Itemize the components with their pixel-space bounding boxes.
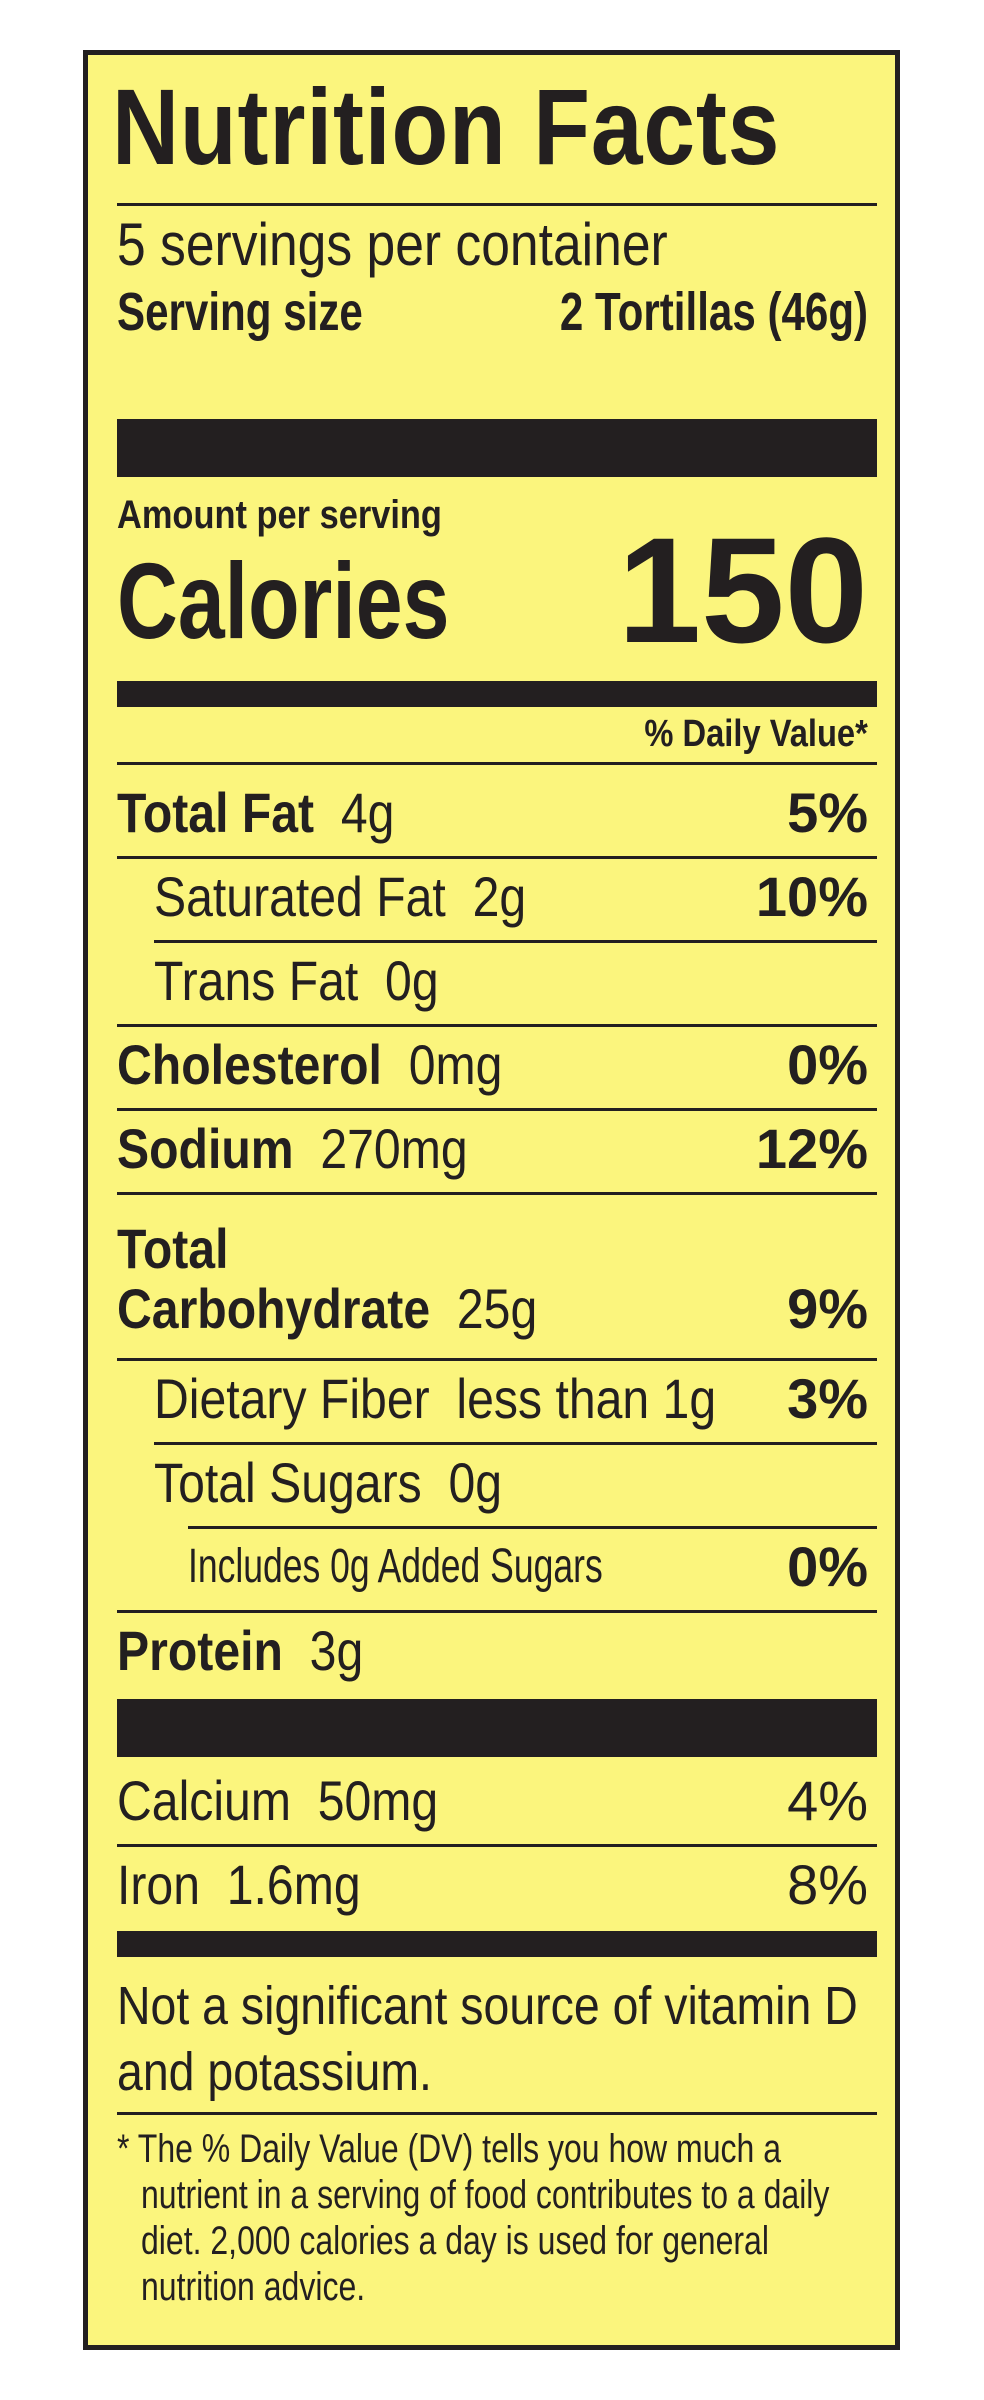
nutrient-row-added-sugars: Includes 0g Added Sugars: [188, 1540, 603, 1593]
dv-iron: 8%: [787, 1853, 868, 1916]
serving-size-label: Serving size: [117, 282, 363, 342]
amount-per-serving: Amount per serving: [117, 493, 442, 537]
dv-cholesterol: 0%: [787, 1033, 868, 1096]
dv-sodium: 12%: [755, 1117, 868, 1180]
footnote-line3: diet. 2,000 calories a day is used for g…: [141, 2219, 769, 2263]
footnote-line4: nutrition advice.: [141, 2265, 366, 2309]
divider: [117, 1024, 877, 1027]
dv-saturated-fat: 10%: [755, 865, 868, 928]
divider: [117, 1610, 877, 1613]
divider: [117, 1108, 877, 1111]
nutrient-row-cholesterol: Cholesterol 0mg: [117, 1033, 503, 1096]
footnote-line1: * The % Daily Value (DV) tells you how m…: [117, 2127, 781, 2171]
nutrient-row-saturated-fat: Saturated Fat 2g: [154, 865, 527, 928]
calories-label: Calories: [117, 540, 450, 661]
divider: [117, 1358, 877, 1361]
divider: [154, 940, 877, 943]
not-significant-line1: Not a significant source of vitamin D: [117, 1976, 858, 2036]
dv-total-carbohydrate: 9%: [787, 1277, 868, 1340]
divider: [117, 1844, 877, 1847]
nutrient-row-total-sugars: Total Sugars 0g: [154, 1451, 503, 1514]
nutrient-row-protein: Protein 3g: [117, 1619, 364, 1682]
serving-size-value: 2 Tortillas (46g): [559, 282, 868, 342]
footnote-line2: nutrient in a serving of food contribute…: [141, 2173, 830, 2217]
nutrient-row-trans-fat: Trans Fat 0g: [154, 949, 439, 1012]
dv-dietary-fiber: 3%: [787, 1367, 868, 1430]
thick-divider: [117, 419, 877, 477]
nutrient-row-dietary-fiber: Dietary Fiber less than 1g: [154, 1367, 717, 1430]
nutrient-name-total-line1: Total: [117, 1217, 229, 1280]
calories-value: 150: [617, 506, 868, 674]
thick-divider: [117, 1699, 877, 1757]
thick-divider: [117, 681, 877, 707]
not-significant-line2: and potassium.: [117, 2042, 432, 2102]
divider: [154, 1442, 877, 1445]
divider: [117, 856, 877, 859]
nutrient-row-sodium: Sodium 270mg: [117, 1117, 468, 1180]
divider: [188, 1526, 877, 1529]
divider: [117, 203, 877, 206]
dv-added-sugars: 0%: [787, 1535, 868, 1598]
daily-value-header: % Daily Value*: [644, 713, 868, 755]
nutrient-row-total-carbohydrate: Carbohydrate 25g: [117, 1277, 538, 1340]
divider: [117, 2112, 877, 2115]
dv-total-fat: 5%: [787, 781, 868, 844]
mineral-row-iron: Iron 1.6mg: [117, 1853, 361, 1916]
divider: [117, 762, 877, 765]
servings-per-container: 5 servings per container: [117, 211, 668, 278]
divider: [117, 1192, 877, 1195]
nutrient-row-total-fat: Total Fat 4g: [117, 781, 395, 844]
mineral-row-calcium: Calcium 50mg: [117, 1769, 439, 1832]
nutrition-facts-label: Nutrition Facts 5 servings per container…: [83, 50, 900, 2350]
thick-divider: [117, 1931, 877, 1957]
dv-calcium: 4%: [787, 1769, 868, 1832]
label-title: Nutrition Facts: [112, 66, 781, 187]
